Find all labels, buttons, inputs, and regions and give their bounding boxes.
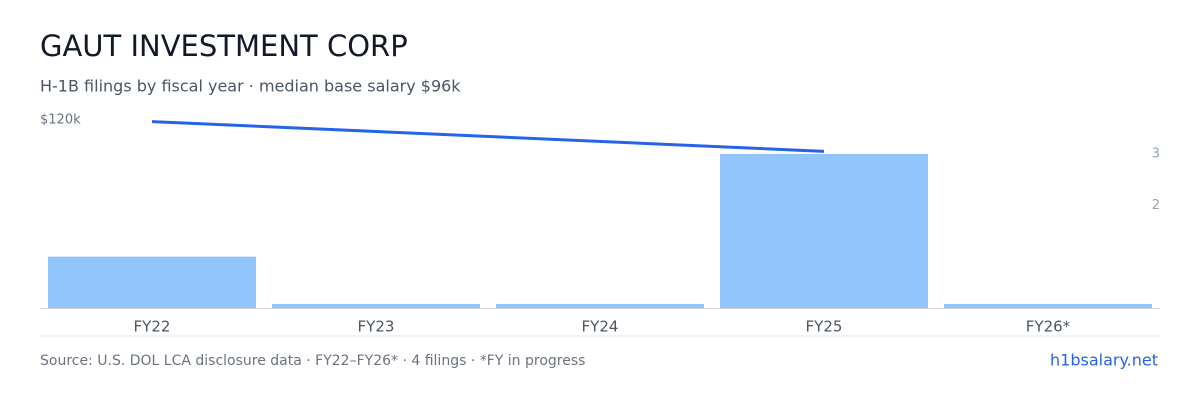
bar <box>944 304 1152 308</box>
bar <box>48 256 256 308</box>
y-tick-label: $120k <box>40 113 81 128</box>
bar <box>272 304 480 308</box>
chart-title: GAUT INVESTMENT CORP <box>40 29 408 63</box>
x-tick-label: FY25 <box>806 318 843 336</box>
x-tick-label: FY24 <box>582 318 619 336</box>
y2-tick-label: 3 <box>1152 146 1160 161</box>
x-tick-label: FY22 <box>134 318 171 336</box>
footer-source: Source: U.S. DOL LCA disclosure data · F… <box>40 353 585 369</box>
chart-subtitle: H-1B filings by fiscal year · median bas… <box>40 77 461 96</box>
x-tick-label: FY26* <box>1026 318 1071 336</box>
footer-link[interactable]: h1bsalary.net <box>1050 351 1158 370</box>
x-tick-label: FY23 <box>358 318 395 336</box>
salary-line <box>151 120 825 153</box>
bar <box>496 304 704 308</box>
bar <box>720 153 928 308</box>
y2-tick-label: 2 <box>1152 198 1160 213</box>
